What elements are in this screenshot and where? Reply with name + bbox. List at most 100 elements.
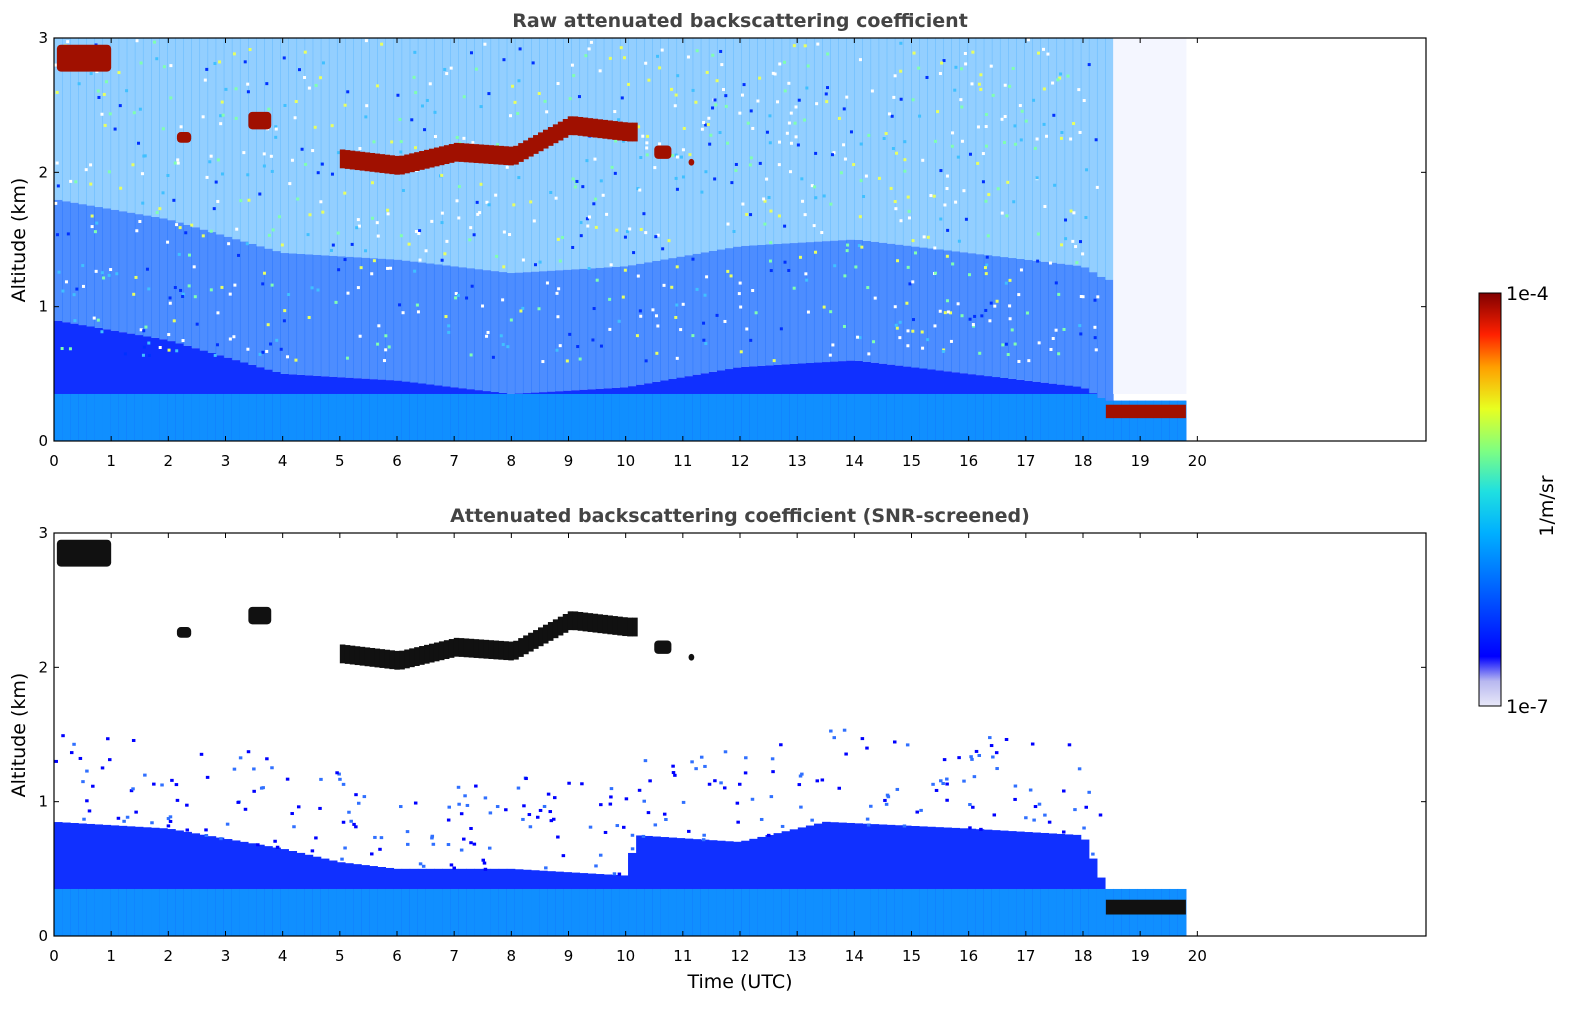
screened-residual-echo — [556, 835, 560, 839]
raw-noise-speckle — [814, 196, 818, 200]
raw-noise-mid — [296, 253, 306, 375]
raw-noise-speckle — [922, 235, 926, 239]
screened-residual-echo — [549, 819, 554, 823]
raw-noise-upper — [886, 38, 896, 244]
screened-residual-echo — [624, 797, 629, 801]
raw-noise-sparse — [1169, 38, 1179, 394]
raw-noise-speckle — [825, 100, 829, 104]
raw-noise-speckle — [796, 143, 800, 147]
raw-surface-aerosol — [134, 393, 144, 441]
screened-cloud-layer — [533, 630, 539, 649]
raw-noise-speckle — [1082, 99, 1086, 103]
screened-residual-echo — [690, 760, 694, 764]
raw-noise-speckle — [739, 305, 743, 309]
raw-noise-speckle — [214, 180, 218, 184]
raw-noise-upper — [86, 38, 95, 206]
raw-noise-upper — [78, 38, 87, 205]
screened-residual-echo — [992, 813, 997, 817]
screened-residual-echo — [252, 789, 256, 793]
raw-noise-upper — [70, 38, 79, 203]
raw-noise-speckle — [1019, 138, 1023, 142]
raw-noise-speckle — [1033, 146, 1037, 150]
screened-cloud-layer — [577, 611, 584, 631]
raw-xtick-label: 5 — [335, 452, 345, 470]
raw-noise-speckle — [615, 228, 619, 232]
raw-noise-speckle — [556, 82, 560, 86]
raw-noise-speckle — [285, 355, 289, 359]
raw-noise-speckle — [61, 289, 65, 293]
raw-noise-speckle — [1072, 122, 1076, 126]
screened-cloud-layer — [453, 637, 460, 657]
raw-noise-speckle — [1049, 347, 1053, 351]
raw-noise-speckle — [577, 95, 581, 99]
raw-noise-speckle — [658, 142, 662, 146]
raw-noise-mid — [110, 209, 120, 331]
raw-noise-speckle — [938, 309, 942, 313]
raw-noise-speckle — [608, 56, 612, 60]
raw-noise-speckle — [1057, 292, 1061, 296]
raw-noise-mid — [822, 241, 831, 363]
raw-noise-speckle — [319, 200, 323, 204]
raw-noise-speckle — [872, 340, 876, 344]
raw-noise-speckle — [864, 174, 868, 178]
screened-residual-echo — [542, 804, 547, 808]
screened-residual-echo — [548, 810, 553, 814]
screened-boundary-layer — [239, 841, 249, 936]
screened-residual-echo — [465, 803, 470, 807]
screened-surface-aerosol — [749, 888, 758, 936]
raw-noise-speckle — [653, 166, 657, 170]
raw-noise-speckle — [237, 253, 241, 257]
screened-surface-aerosol — [353, 888, 362, 936]
raw-noise-speckle — [899, 219, 903, 223]
raw-noise-upper — [248, 38, 257, 244]
raw-noise-speckle — [591, 338, 595, 342]
raw-noise-mid — [725, 248, 734, 370]
raw-noise-speckle — [587, 47, 591, 51]
raw-noise-mid — [636, 263, 645, 385]
screened-residual-echo — [524, 777, 528, 781]
raw-noise-speckle — [903, 140, 907, 144]
screened-surface-aerosol — [401, 888, 411, 936]
screened-xtick-label: 0 — [49, 947, 59, 965]
screened-residual-echo — [919, 808, 923, 812]
raw-noise-speckle — [773, 72, 777, 76]
raw-noise-speckle — [246, 347, 250, 351]
raw-noise-speckle — [162, 65, 166, 69]
raw-noise-upper — [1064, 38, 1074, 265]
raw-noise-speckle — [261, 350, 265, 354]
screened-surface-aerosol — [199, 888, 209, 936]
raw-noise-speckle — [571, 177, 575, 181]
raw-noise-speckle — [1037, 341, 1041, 345]
raw-noise-speckle — [960, 67, 964, 71]
raw-noise-speckle — [175, 223, 179, 227]
raw-surface-aerosol — [959, 393, 969, 441]
raw-noise-upper — [62, 38, 71, 202]
screened-cloud-layer — [344, 645, 351, 664]
raw-noise-mid — [870, 241, 880, 363]
raw-surface-aerosol — [660, 393, 669, 441]
raw-cloud-layer — [389, 155, 395, 175]
raw-noise-speckle — [372, 140, 376, 144]
screened-boundary-layer — [870, 824, 880, 936]
raw-noise-speckle — [220, 172, 224, 176]
raw-noise-speckle — [487, 92, 491, 96]
raw-noise-speckle — [144, 325, 148, 329]
raw-noise-upper — [999, 38, 1009, 258]
screened-residual-echo — [1004, 737, 1009, 741]
screened-cloud-layer — [612, 616, 618, 635]
raw-noise-mid — [433, 264, 443, 386]
raw-noise-speckle — [269, 154, 273, 158]
raw-noise-mid — [175, 222, 184, 344]
raw-noise-speckle — [132, 292, 136, 296]
raw-noise-speckle — [907, 209, 911, 213]
raw-noise-speckle — [726, 269, 730, 273]
raw-noise-speckle — [984, 125, 988, 129]
raw-noise-speckle — [960, 314, 964, 318]
raw-noise-speckle — [334, 300, 338, 304]
raw-noise-speckle — [578, 357, 582, 361]
raw-noise-speckle — [660, 48, 664, 52]
raw-cloud-layer — [592, 118, 599, 138]
screened-boundary-layer — [676, 838, 686, 936]
raw-noise-mid — [264, 248, 273, 370]
screened-cloud-layer — [448, 639, 455, 658]
